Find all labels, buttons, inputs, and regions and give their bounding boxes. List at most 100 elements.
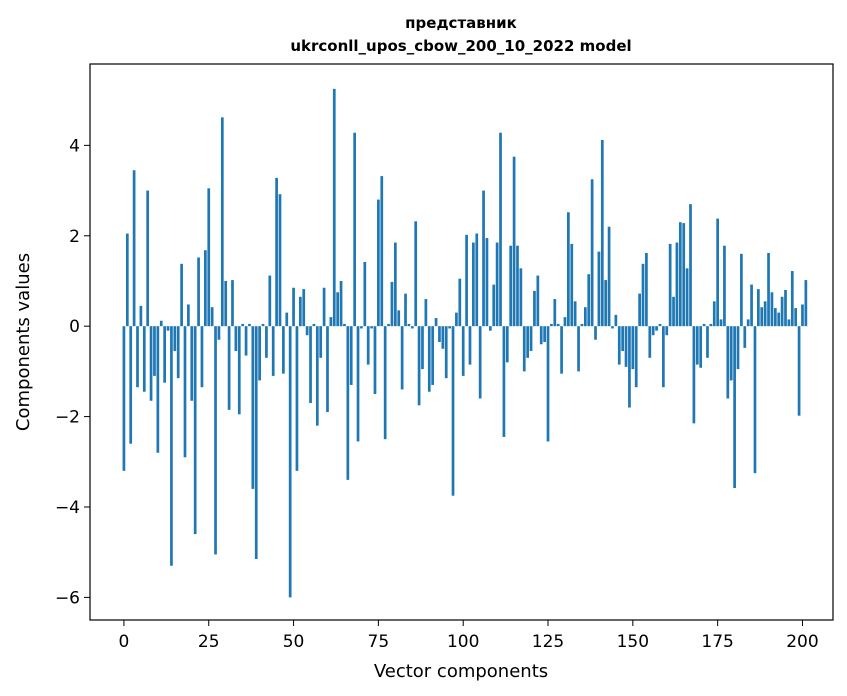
bar-152 (638, 293, 641, 327)
bar-10 (156, 326, 160, 453)
bar-146 (617, 326, 621, 365)
bar-54 (305, 326, 309, 336)
bar-50 (292, 287, 295, 327)
bar-147 (621, 326, 625, 352)
bar-115 (512, 156, 516, 327)
bar-171 (702, 323, 706, 327)
bar-142 (604, 280, 608, 327)
bar-27 (214, 326, 217, 555)
bar-164 (678, 222, 682, 327)
bar-71 (363, 261, 367, 327)
bar-127 (553, 299, 557, 327)
bar-68 (353, 132, 356, 327)
bar-81 (397, 310, 401, 327)
x-tick-label-25: 25 (198, 632, 220, 652)
y-tick-label-4: 4 (69, 136, 80, 156)
bar-48 (285, 312, 289, 327)
bar-7 (146, 190, 150, 327)
bar-150 (631, 326, 635, 370)
x-tick-label-100: 100 (447, 632, 479, 652)
y-tick-label--2: −2 (55, 408, 80, 428)
plot-frame (89, 63, 834, 621)
bar-36 (244, 326, 248, 356)
bar-155 (648, 326, 652, 358)
bar-2 (129, 326, 133, 444)
bar-33 (234, 326, 238, 352)
bar-103 (472, 242, 475, 327)
bar-113 (505, 326, 509, 363)
bar-153 (641, 263, 645, 327)
x-tick-label-175: 175 (701, 632, 733, 652)
bar-194 (780, 296, 784, 327)
bar-47 (282, 326, 285, 374)
bar-109 (492, 284, 496, 327)
bar-22 (197, 257, 200, 327)
bar-45 (275, 177, 278, 327)
chart-title-line1: представник (405, 14, 517, 32)
bar-118 (522, 326, 526, 372)
bar-110 (495, 242, 499, 327)
bar-29 (220, 117, 224, 327)
bar-38 (251, 326, 255, 489)
bar-16 (176, 326, 180, 379)
bar-6 (142, 326, 146, 392)
bar-100 (461, 326, 465, 376)
bars-group (122, 88, 808, 598)
bar-63 (336, 292, 340, 327)
bar-144 (611, 326, 614, 329)
bar-3 (132, 170, 136, 327)
bar-200 (801, 304, 804, 327)
bar-5 (139, 305, 143, 327)
bar-62 (332, 88, 336, 327)
bar-174 (712, 301, 716, 327)
bar-51 (295, 326, 299, 471)
x-tick-label-50: 50 (283, 632, 305, 652)
bar-128 (556, 323, 560, 327)
bar-66 (346, 326, 350, 480)
bar-39 (254, 326, 258, 559)
bar-64 (339, 280, 343, 327)
bar-23 (200, 326, 204, 388)
bar-89 (424, 299, 428, 327)
bar-156 (651, 326, 655, 336)
bar-91 (431, 326, 435, 385)
bar-17 (180, 263, 183, 327)
bar-151 (634, 326, 638, 388)
x-tick-label-150: 150 (617, 632, 649, 652)
bar-159 (662, 326, 665, 388)
bar-190 (767, 252, 770, 327)
bar-83 (404, 293, 407, 327)
bar-82 (400, 326, 404, 390)
bar-195 (784, 290, 787, 327)
bar-97 (451, 326, 455, 496)
bar-196 (787, 319, 791, 327)
bar-125 (546, 326, 550, 442)
bar-13 (166, 326, 170, 331)
bar-53 (302, 289, 306, 327)
bar-199 (797, 326, 801, 416)
bar-139 (594, 326, 597, 340)
bar-193 (777, 312, 781, 327)
x-tick-label-75: 75 (368, 632, 390, 652)
bar-101 (465, 234, 468, 327)
bar-170 (699, 326, 703, 368)
bar-94 (441, 326, 445, 349)
bar-123 (539, 326, 543, 345)
bar-180 (733, 326, 736, 489)
bar-59 (322, 287, 326, 327)
x-tick-label-0: 0 (119, 632, 130, 652)
bar-58 (319, 326, 323, 358)
bar-65 (343, 323, 346, 327)
bar-178 (726, 326, 730, 399)
bar-114 (509, 245, 513, 327)
bar-104 (475, 233, 479, 327)
bar-132 (570, 243, 574, 327)
bar-111 (499, 132, 502, 327)
bar-11 (159, 320, 163, 327)
bar-44 (271, 326, 275, 376)
bar-25 (207, 188, 211, 327)
bar-129 (560, 326, 563, 374)
bar-154 (645, 252, 648, 327)
bar-189 (763, 301, 767, 327)
